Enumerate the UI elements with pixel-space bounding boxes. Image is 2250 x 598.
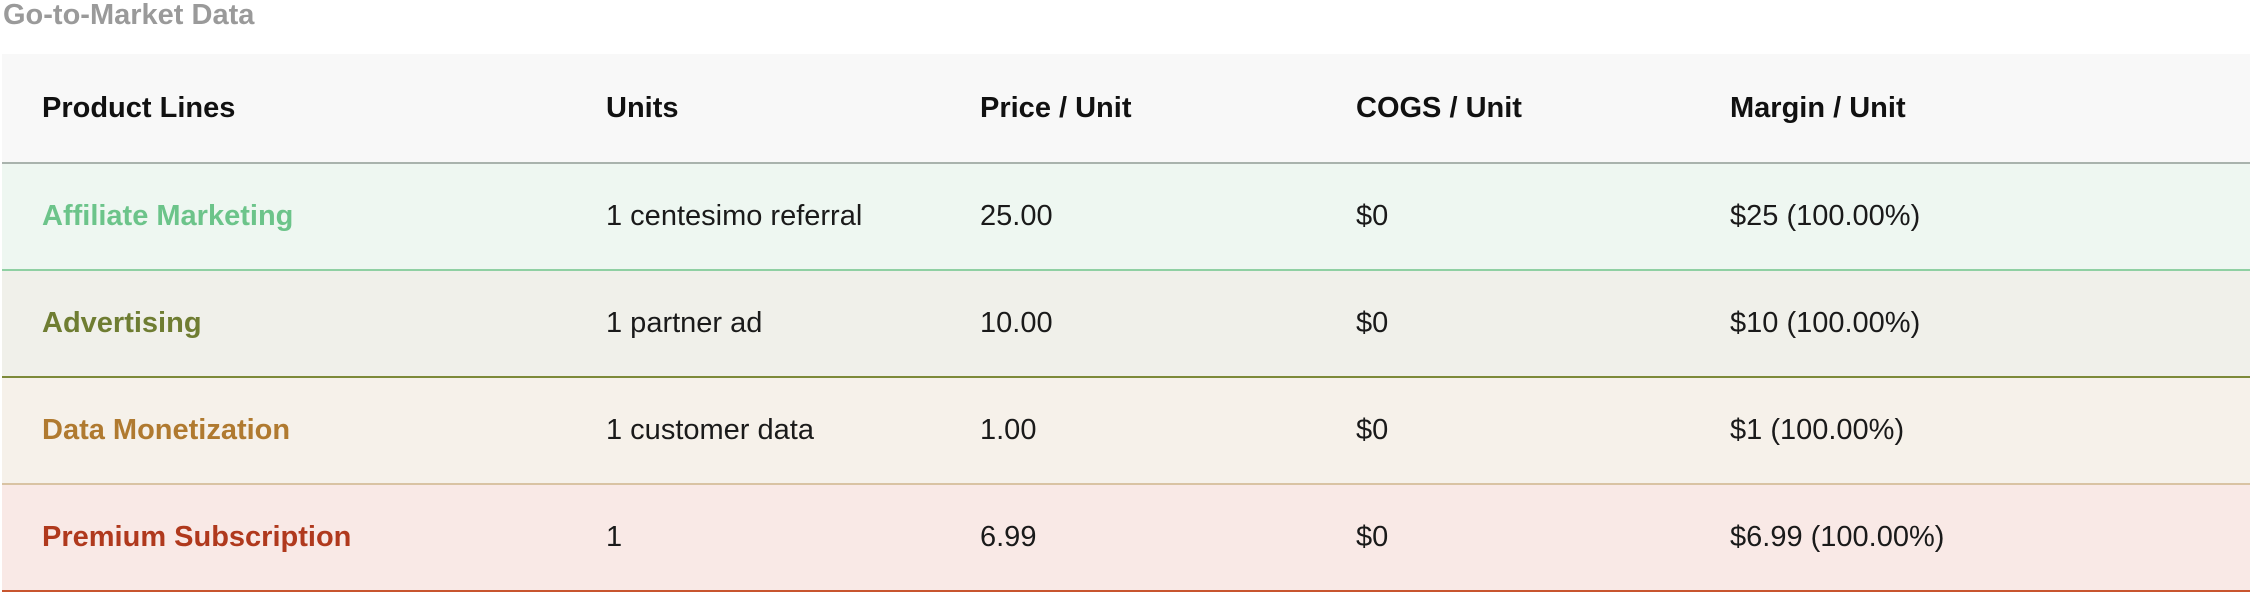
table-row: Advertising 1 partner ad 10.00 $0 $10 (1…	[2, 271, 2250, 378]
cogs-cell: $0	[1356, 414, 1389, 446]
cogs-cell: $0	[1356, 200, 1389, 232]
header-cogs-per-unit: COGS / Unit	[1356, 91, 1522, 124]
table-row: Premium Subscription 1 6.99 $0 $6.99 (10…	[2, 485, 2250, 592]
margin-cell: $6.99 (100.00%)	[1730, 521, 1945, 553]
product-line-name: Affiliate Marketing	[42, 200, 294, 232]
product-line-name: Premium Subscription	[42, 521, 352, 553]
header-units: Units	[606, 91, 679, 124]
price-cell: 1.00	[980, 414, 1037, 446]
units-cell: 1 partner ad	[606, 307, 763, 339]
product-line-name: Advertising	[42, 307, 202, 339]
margin-cell: $10 (100.00%)	[1730, 307, 1921, 339]
header-price-per-unit: Price / Unit	[980, 91, 1132, 124]
table-row: Data Monetization 1 customer data 1.00 $…	[2, 378, 2250, 485]
header-product-lines: Product Lines	[42, 91, 236, 124]
price-cell: 6.99	[980, 521, 1037, 553]
go-to-market-table: Product Lines Units Price / Unit COGS / …	[2, 54, 2250, 592]
header-margin-per-unit: Margin / Unit	[1730, 91, 1906, 124]
price-cell: 25.00	[980, 200, 1053, 232]
product-line-name: Data Monetization	[42, 414, 291, 446]
units-cell: 1 customer data	[606, 414, 814, 446]
table-row: Affiliate Marketing 1 centesimo referral…	[2, 164, 2250, 271]
units-cell: 1	[606, 521, 623, 553]
margin-cell: $1 (100.00%)	[1730, 414, 1905, 446]
price-cell: 10.00	[980, 307, 1053, 339]
margin-cell: $25 (100.00%)	[1730, 200, 1921, 232]
cogs-cell: $0	[1356, 307, 1389, 339]
table-header-row: Product Lines Units Price / Unit COGS / …	[2, 54, 2250, 164]
cogs-cell: $0	[1356, 521, 1389, 553]
units-cell: 1 centesimo referral	[606, 200, 863, 232]
section-title: Go-to-Market Data	[3, 0, 255, 31]
